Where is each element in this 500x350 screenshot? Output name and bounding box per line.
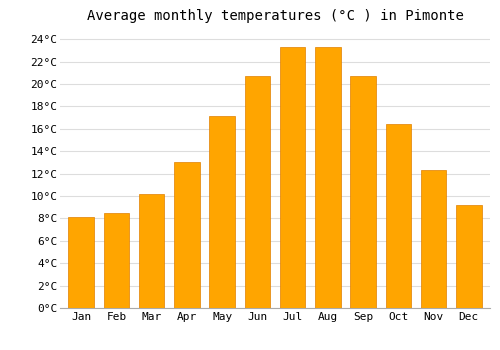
Bar [244, 76, 270, 308]
Bar [456, 205, 481, 308]
Bar [386, 124, 411, 308]
Bar [280, 47, 305, 308]
Bar [104, 213, 129, 308]
Bar [350, 76, 376, 308]
Bar [421, 170, 446, 308]
Bar [174, 162, 200, 308]
Title: Average monthly temperatures (°C ) in Pimonte: Average monthly temperatures (°C ) in Pi… [86, 9, 464, 23]
Bar [139, 194, 164, 308]
Bar [315, 47, 340, 308]
Bar [68, 217, 94, 308]
Bar [210, 117, 235, 308]
